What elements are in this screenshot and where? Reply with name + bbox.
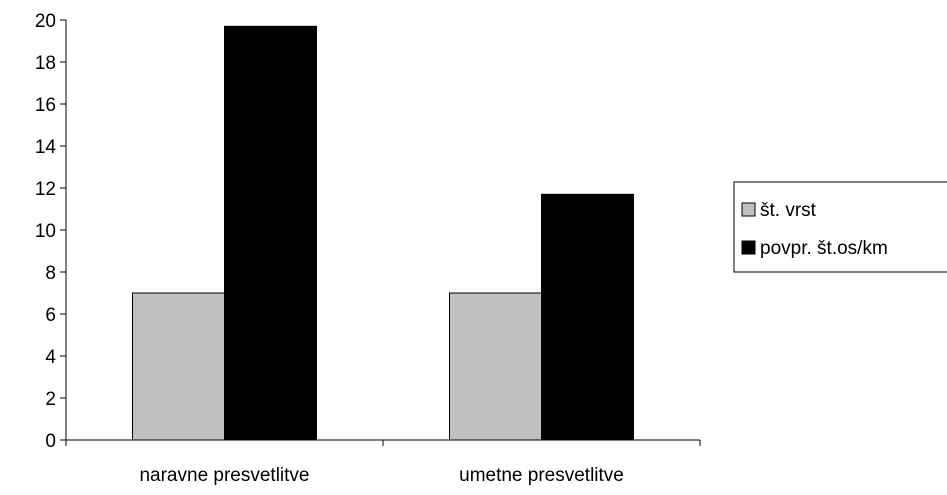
legend-swatch-povpr-st-os-km [741, 240, 756, 255]
legend-swatch-st-vrst [741, 202, 756, 217]
bars [132, 25, 634, 441]
bar-povpr-st-os-km-0 [224, 25, 317, 441]
y-tick-label: 4 [45, 347, 56, 368]
legend-label-povpr-st-os-km: povpr. št.os/km [760, 238, 888, 259]
y-tick-label: 12 [35, 179, 56, 200]
y-tick-label: 20 [35, 11, 56, 32]
y-tick-label: 18 [35, 53, 56, 74]
bar-st-vrst-1 [449, 292, 542, 441]
x-category-label: naravne presvetlitve [139, 465, 309, 486]
y-axis: 0 2 4 6 8 10 12 14 16 18 20 [35, 11, 67, 452]
y-tick-label: 14 [35, 137, 57, 158]
bar-povpr-st-os-km-1 [541, 193, 634, 441]
legend-box [733, 181, 947, 273]
x-category-label: umetne presvetlitve [459, 465, 624, 486]
y-tick-label: 16 [35, 95, 56, 116]
x-axis: naravne presvetlitve umetne presvetlitve [65, 439, 701, 486]
y-tick-label: 8 [45, 263, 56, 284]
y-tick-label: 6 [45, 305, 56, 326]
legend: št. vrst povpr. št.os/km [733, 181, 947, 273]
y-tick-label: 10 [35, 221, 56, 242]
y-tick-label: 2 [45, 389, 56, 410]
legend-label-st-vrst: št. vrst [760, 200, 817, 221]
y-tick-label: 0 [45, 431, 56, 452]
bar-st-vrst-0 [132, 292, 225, 441]
